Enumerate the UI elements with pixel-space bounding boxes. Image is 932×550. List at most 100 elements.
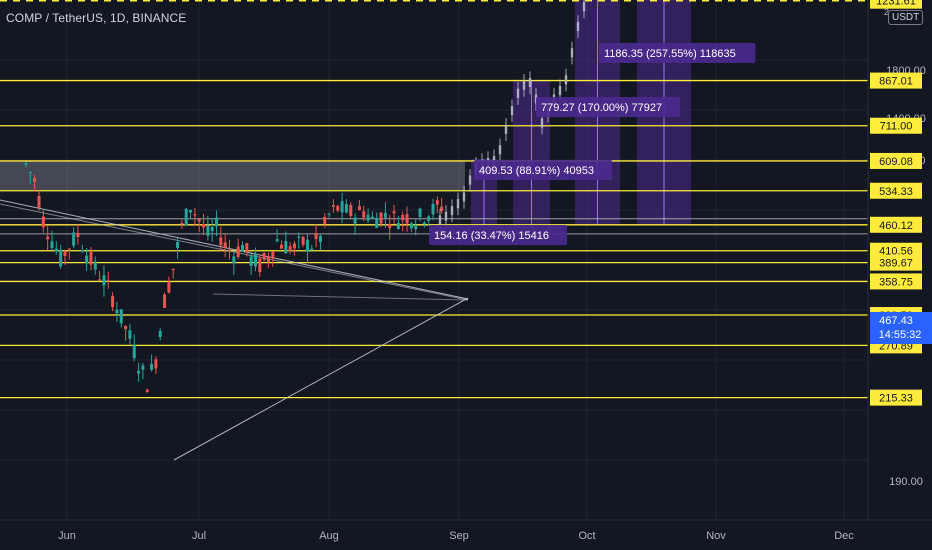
candle[interactable] [249,256,253,267]
candle[interactable] [245,243,249,253]
candle[interactable] [266,256,270,262]
candle[interactable] [383,212,387,218]
candle[interactable] [340,201,344,213]
candle[interactable] [150,363,154,370]
currency-badge[interactable]: USDT [888,10,924,25]
candle[interactable] [63,251,67,256]
candle[interactable] [106,280,110,282]
candle[interactable] [435,200,439,205]
candle[interactable] [336,205,340,211]
projection-candle[interactable] [462,192,466,202]
candle[interactable] [388,224,392,228]
candle[interactable] [80,249,84,252]
trendline[interactable] [173,297,469,461]
measurement-label-box[interactable] [429,225,568,245]
projection-candle[interactable] [444,211,448,221]
projection-candle[interactable] [504,124,508,134]
candle[interactable] [202,224,206,228]
candle[interactable] [228,249,232,251]
last-price-badge[interactable] [870,312,932,344]
candle[interactable] [236,246,240,257]
candle[interactable] [98,279,102,281]
candle[interactable] [370,216,374,219]
projection-candle[interactable] [498,145,502,155]
candle[interactable] [167,281,171,293]
candle[interactable] [46,236,50,240]
candle[interactable] [189,209,193,213]
trendline[interactable] [212,293,469,301]
candle[interactable] [72,232,76,246]
candle[interactable] [67,248,71,250]
candle[interactable] [275,239,279,242]
candle[interactable] [132,344,136,359]
candle[interactable] [318,235,322,243]
candle[interactable] [353,217,357,224]
candle[interactable] [310,248,314,251]
candle[interactable] [362,211,366,218]
level-badge[interactable] [870,152,922,169]
measurement-label-box[interactable] [599,43,756,63]
candle[interactable] [197,219,201,222]
candle[interactable] [41,216,45,228]
projection-candle[interactable] [564,75,568,85]
candle[interactable] [314,233,318,240]
candle[interactable] [292,243,296,249]
projection-candle[interactable] [456,199,460,209]
trendline[interactable] [0,199,469,300]
projection-candle[interactable] [510,106,514,116]
candle[interactable] [215,217,219,227]
candle[interactable] [180,222,184,225]
measurement-label-box[interactable] [536,97,681,117]
candle[interactable] [206,225,210,236]
candle[interactable] [59,249,63,267]
candle[interactable] [258,258,262,273]
candle[interactable] [50,241,54,249]
projection-candle[interactable] [468,175,472,185]
candle[interactable] [284,240,288,254]
candle[interactable] [344,204,348,213]
candle[interactable] [366,214,370,221]
candle[interactable] [375,217,379,229]
level-badge[interactable] [870,273,922,290]
projection-candle[interactable] [570,48,574,58]
projection-candle[interactable] [534,94,538,104]
time-axis[interactable] [0,520,932,550]
candle[interactable] [219,237,223,246]
candle[interactable] [288,246,292,252]
candle[interactable] [115,309,119,314]
candle[interactable] [176,242,180,248]
candle[interactable] [111,295,115,307]
candle[interactable] [93,261,97,270]
candle[interactable] [193,214,197,216]
candle[interactable] [210,227,214,232]
candle[interactable] [357,205,361,211]
candle[interactable] [33,178,37,182]
projection-candle[interactable] [450,205,454,216]
candle[interactable] [379,212,383,224]
level-badge[interactable] [870,0,922,9]
candle[interactable] [163,294,167,309]
candle[interactable] [158,330,162,338]
level-badge[interactable] [870,182,922,199]
candle[interactable] [331,205,335,207]
candle[interactable] [137,370,141,374]
projection-candle[interactable] [558,86,562,96]
projection-candle[interactable] [522,80,526,90]
level-badge[interactable] [870,117,922,134]
measurement-label-box[interactable] [474,160,613,180]
level-badge[interactable] [870,254,922,271]
level-badge[interactable] [870,216,922,233]
candle[interactable] [279,244,283,249]
projection-candle[interactable] [528,77,532,88]
candle[interactable] [54,248,58,252]
level-badge[interactable] [870,389,922,406]
projection-candle[interactable] [576,21,580,32]
candle[interactable] [349,204,353,217]
candle[interactable] [76,232,80,237]
candle[interactable] [305,239,309,252]
candle[interactable] [253,254,257,267]
candle[interactable] [392,211,396,214]
candle[interactable] [409,223,413,229]
candle[interactable] [141,365,145,370]
